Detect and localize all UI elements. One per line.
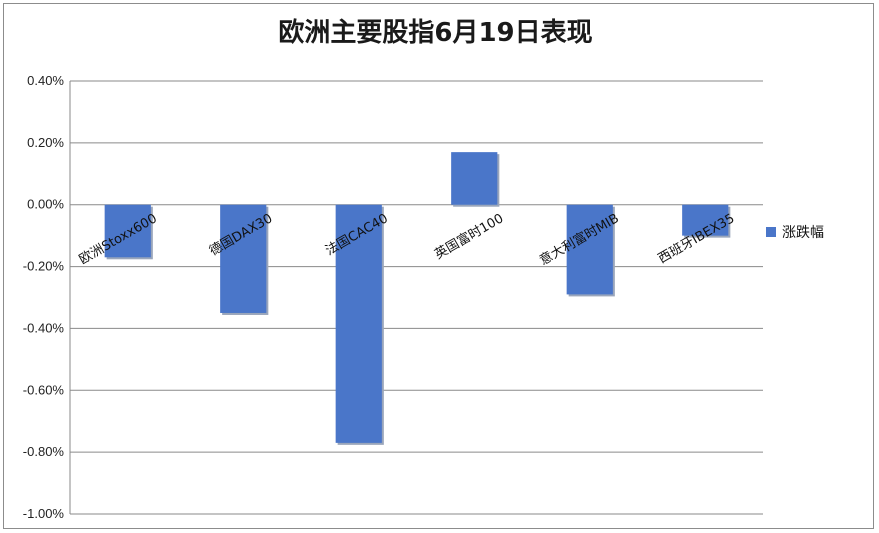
y-tick-label: 0.40% — [27, 73, 64, 88]
y-tick-label: -0.80% — [23, 444, 65, 459]
bar — [104, 204, 151, 258]
y-tick-label: -0.60% — [23, 382, 65, 397]
legend-swatch — [766, 227, 776, 237]
y-tick-label: 0.00% — [27, 197, 64, 212]
legend-label: 涨跌幅 — [782, 225, 824, 241]
y-tick-label: -1.00% — [23, 506, 65, 521]
y-tick-label: -0.40% — [23, 320, 65, 335]
chart-title: 欧洲主要股指6月19日表现 — [278, 18, 593, 48]
bar — [451, 152, 498, 205]
x-category-label: 英国富时100 — [432, 210, 507, 262]
bar — [220, 204, 267, 313]
bar — [566, 204, 613, 295]
bar — [335, 204, 382, 443]
y-tick-label: -0.20% — [23, 259, 65, 274]
y-tick-label: 0.20% — [27, 135, 64, 150]
chart-frame — [3, 3, 874, 529]
bar — [682, 204, 729, 236]
legend: 涨跌幅 — [766, 222, 824, 242]
